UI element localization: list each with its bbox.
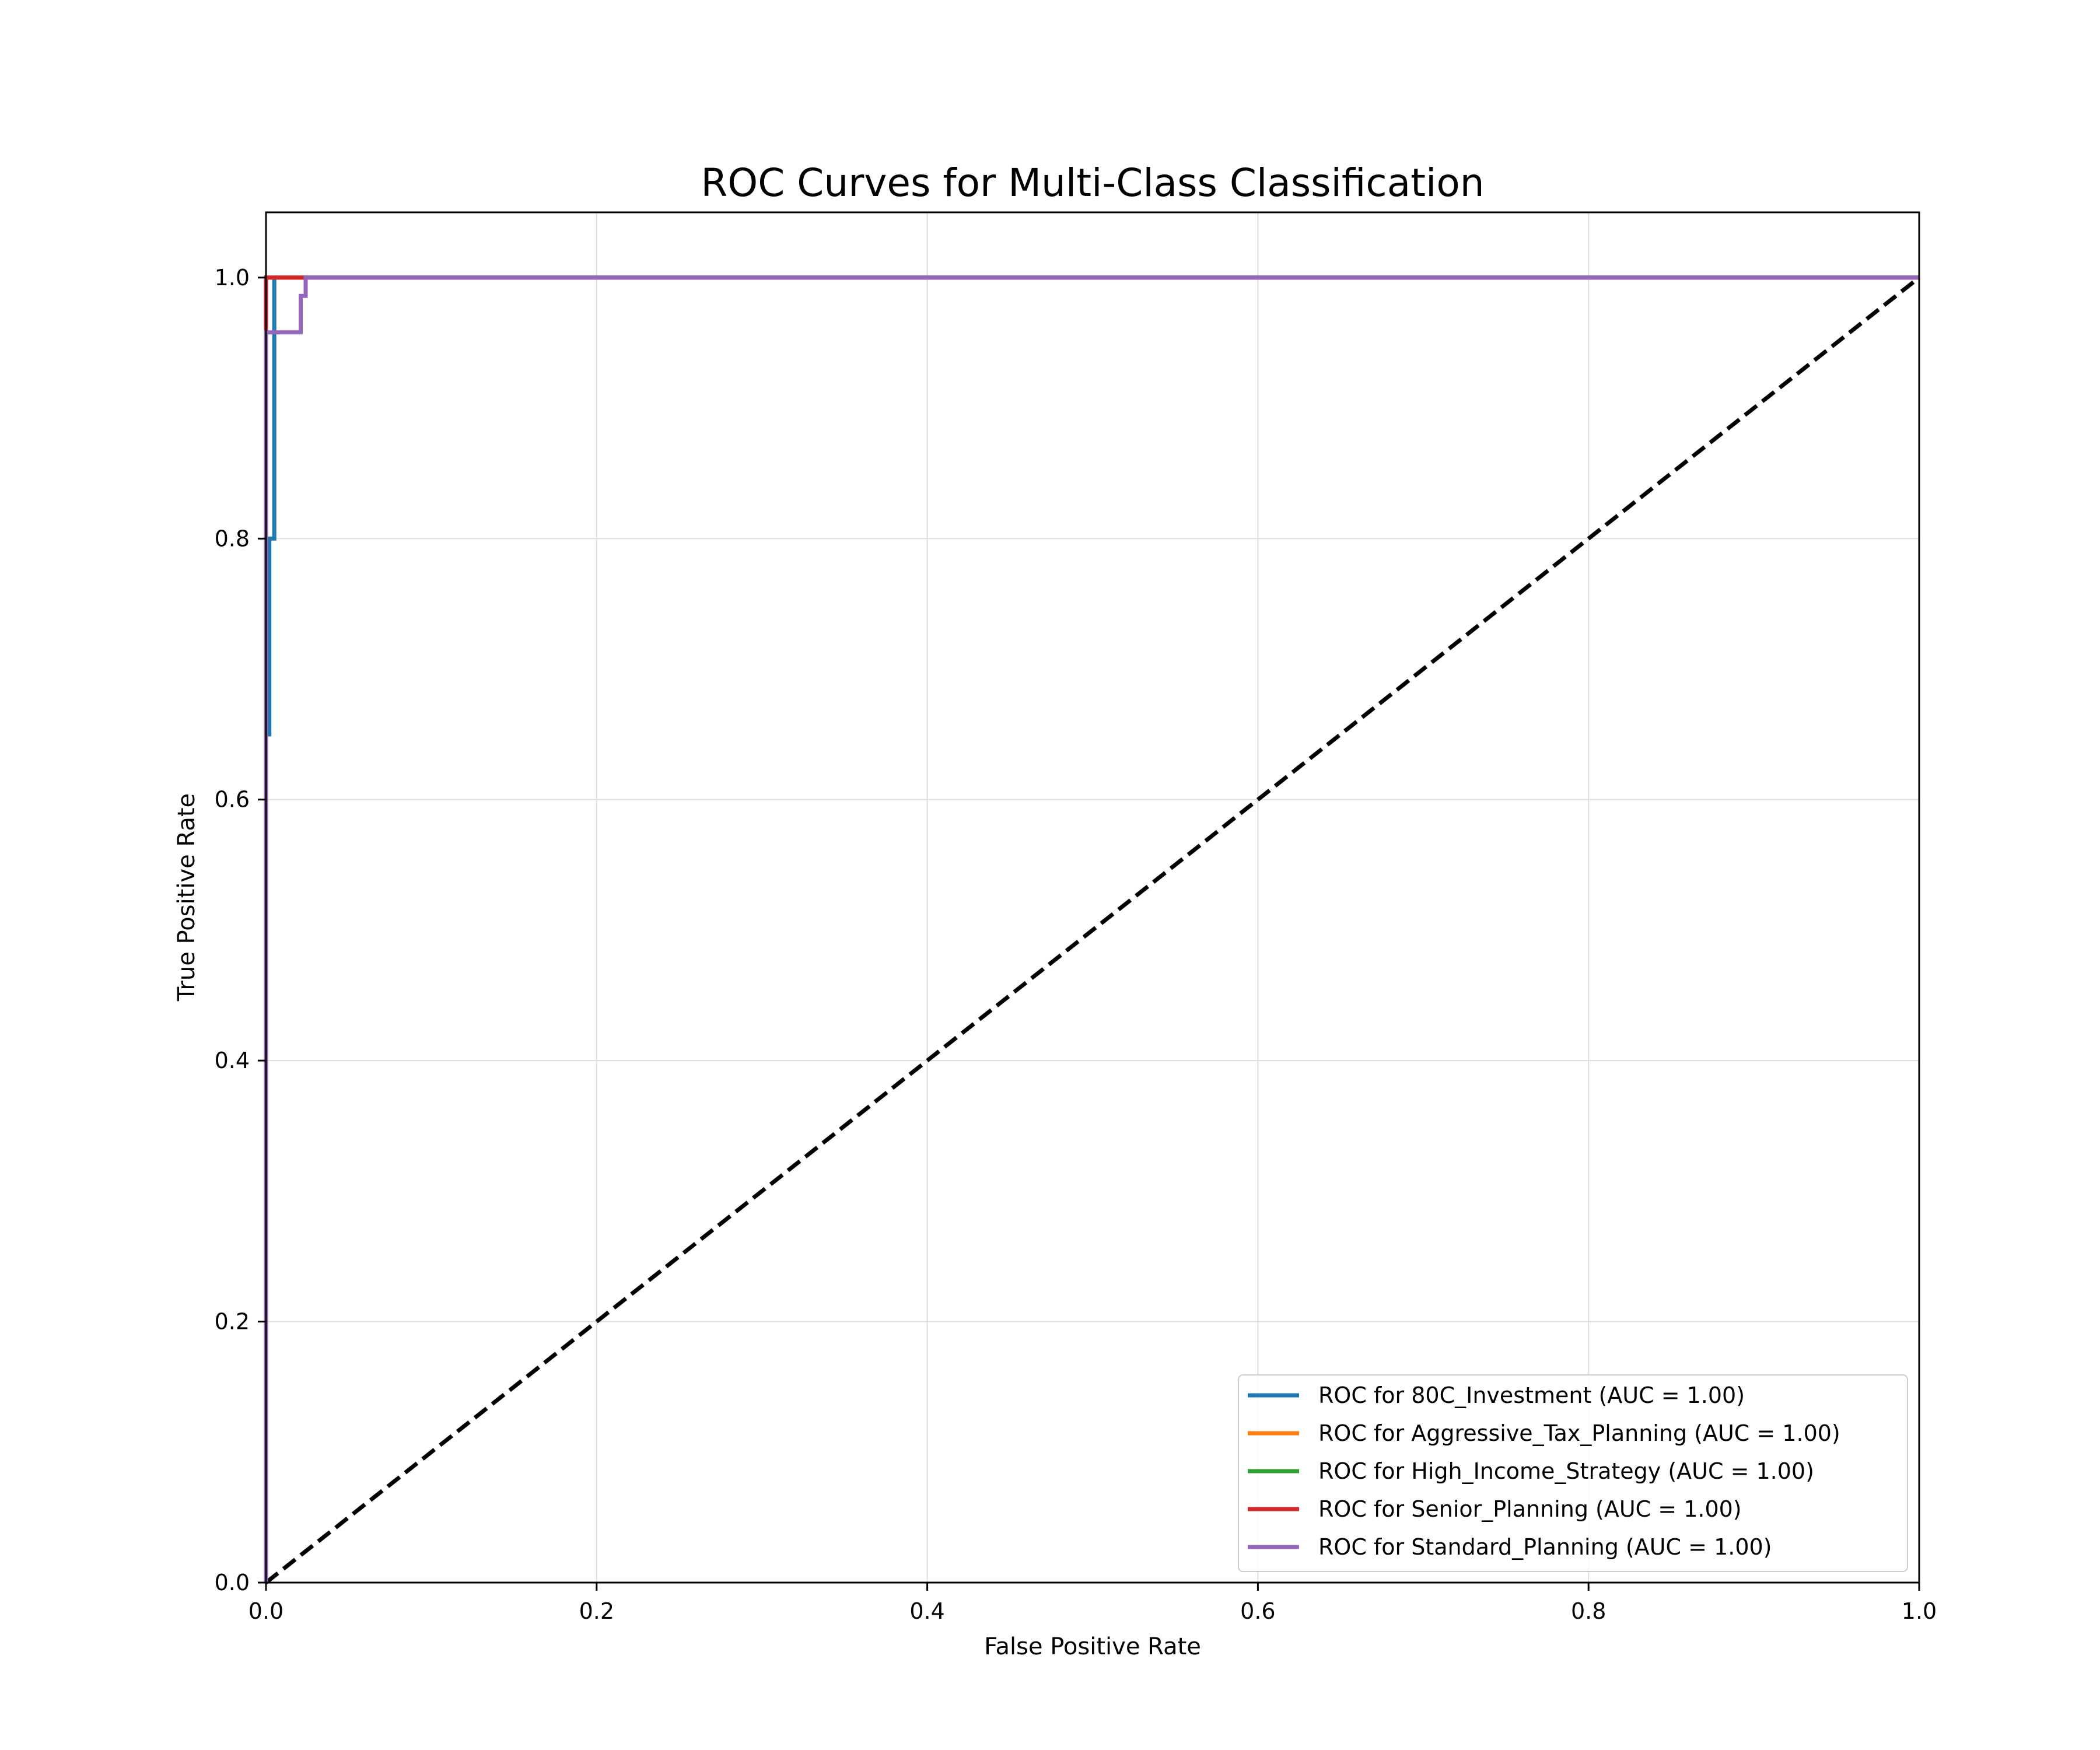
- x-tick-label: 0.4: [909, 1598, 944, 1624]
- y-tick-label: 0.4: [215, 1048, 250, 1073]
- axis-ticks: 0.0 0.2 0.4 0.6 0.8 1.0 0.0 0.2 0.4 0.6 0.8 1.0: [215, 265, 1937, 1624]
- legend-label-1: ROC for Aggressive_Tax_Planning (AUC = 1…: [1318, 1420, 1840, 1446]
- legend: ROC for 80C_Investment (AUC = 1.00) ROC f…: [1238, 1374, 1908, 1572]
- reference-line-group: [264, 276, 1921, 1584]
- y-tick-label: 0.0: [215, 1570, 250, 1595]
- x-tick-label: 0.8: [1571, 1598, 1606, 1624]
- y-axis-label: True Positive Rate: [173, 793, 200, 1002]
- x-tick-label: 0.2: [579, 1598, 614, 1624]
- plot-frame: [265, 211, 1920, 1584]
- legend-label-3: ROC for Senior_Planning (AUC = 1.00): [1318, 1496, 1742, 1522]
- x-axis-label: False Positive Rate: [984, 1633, 1201, 1660]
- legend-label-0: ROC for 80C_Investment (AUC = 1.00): [1318, 1382, 1745, 1408]
- y-tick-label: 1.0: [215, 265, 250, 290]
- gridlines: [265, 212, 1920, 1583]
- y-tick-label: 0.2: [215, 1309, 250, 1335]
- legend-label-2: ROC for High_Income_Strategy (AUC = 1.00…: [1318, 1458, 1814, 1484]
- x-tick-label: 1.0: [1902, 1598, 1937, 1624]
- x-tick-label: 0.6: [1240, 1598, 1275, 1624]
- chance-reference-line: [264, 276, 1921, 1584]
- y-tick-label: 0.6: [215, 787, 250, 813]
- legend-label-4: ROC for Standard_Planning (AUC = 1.00): [1318, 1534, 1772, 1560]
- legend-box: [1238, 1374, 1908, 1572]
- x-tick-label: 0.0: [249, 1598, 284, 1624]
- chart-title: ROC Curves for Multi-Class Classificatio…: [701, 160, 1484, 205]
- y-tick-label: 0.8: [215, 526, 250, 551]
